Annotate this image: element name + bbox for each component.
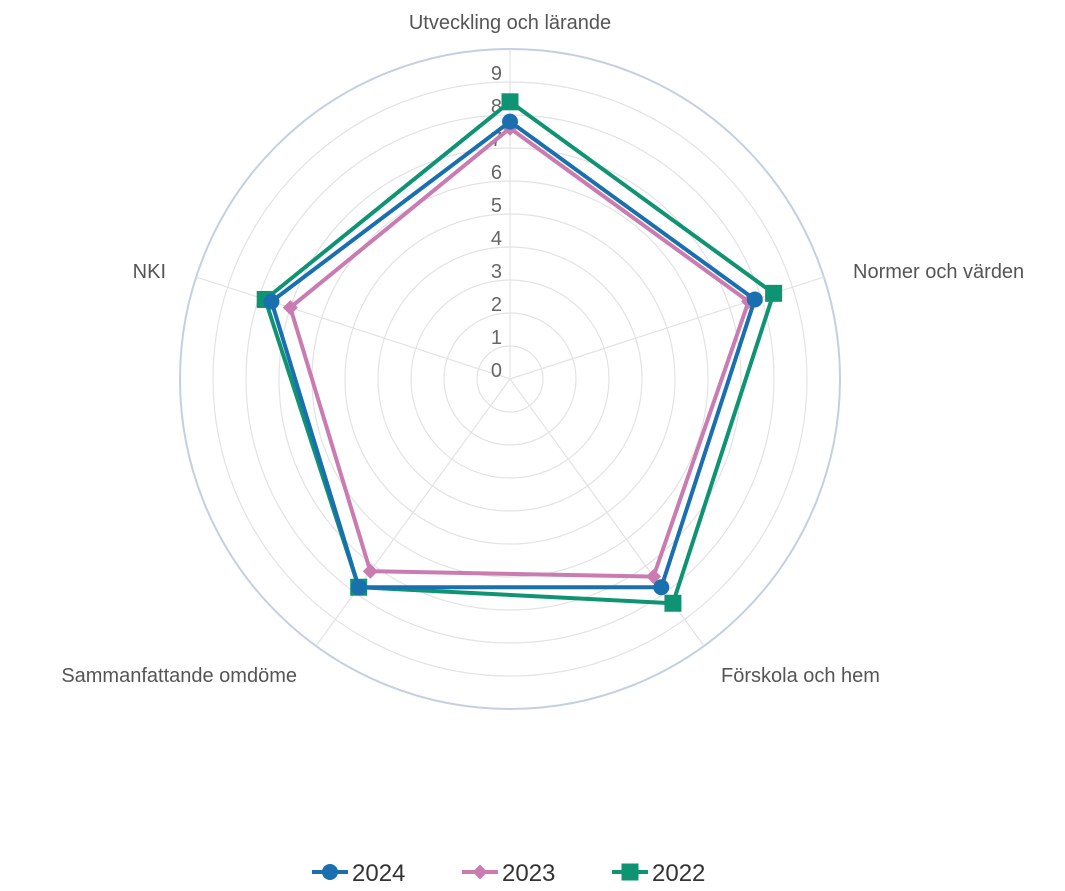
legend-label-2023: 2023	[502, 860, 555, 886]
series-line-2024	[269, 119, 757, 590]
point-2024-sammanfattande-omdome	[350, 579, 367, 596]
series-2022	[256, 93, 783, 612]
spoke-sammanfattande-omdome	[315, 378, 511, 647]
axis-label-forskola: Förskola och hem	[721, 665, 880, 687]
axis-label-utveckling: Utveckling och lärande	[409, 12, 611, 34]
legend-symbol-2024	[322, 864, 338, 880]
legend-marker-2024	[312, 864, 348, 880]
series-line-2023	[288, 126, 751, 579]
point-2024-utveckling-och-larande	[502, 113, 518, 130]
axis-label-normer: Normer och värden	[853, 261, 1024, 283]
r-tick-label-6: 6	[491, 162, 502, 184]
series-layer	[256, 93, 783, 612]
r-tick-label-3: 3	[491, 261, 502, 283]
legend-label-2022: 2022	[652, 860, 705, 886]
series-2024	[263, 113, 763, 596]
spoke-nki	[195, 276, 511, 380]
point-2024-forskola-och-hem	[653, 579, 670, 596]
legend-symbol-2022	[621, 863, 639, 881]
legend-symbol-2023	[472, 864, 488, 880]
label-layer: Utveckling och lärande Normer och värden…	[61, 12, 1024, 687]
legend-item-2024[interactable]: 2024	[312, 860, 405, 887]
legend-marker-2023	[462, 864, 498, 880]
series-line-2022	[263, 99, 776, 606]
point-2022-forskola-och-hem	[664, 594, 682, 612]
r-tick-label-4: 4	[491, 228, 502, 250]
point-2022-utveckling-och-larande	[501, 93, 519, 111]
point-2022-normer-och-varden	[765, 284, 783, 302]
point-2023-forskola-och-hem	[646, 569, 662, 585]
point-2023-nki	[282, 300, 298, 316]
r-tick-label-5: 5	[491, 195, 502, 217]
axis-label-nki: NKI	[133, 261, 166, 283]
r-tick-label-2: 2	[491, 294, 502, 316]
legend-marker-2022	[612, 863, 648, 881]
r-tick-label-1: 1	[491, 327, 502, 349]
legend: 2024 2023 2022	[312, 860, 705, 887]
legend-label-2024: 2024	[352, 860, 405, 886]
point-2024-normer-och-varden	[746, 291, 763, 308]
point-2023-sammanfattande-omdome	[362, 563, 378, 579]
r-tick-label-9: 9	[491, 63, 502, 85]
axis-label-sammanfattande: Sammanfattande omdöme	[61, 665, 297, 687]
r-tick-label-0: 0	[491, 360, 502, 382]
series-2023	[282, 120, 757, 585]
point-2024-nki	[263, 293, 280, 310]
r-tick-label-8: 8	[491, 96, 502, 118]
legend-item-2022[interactable]: 2022	[612, 860, 705, 887]
legend-item-2023[interactable]: 2023	[462, 860, 555, 887]
